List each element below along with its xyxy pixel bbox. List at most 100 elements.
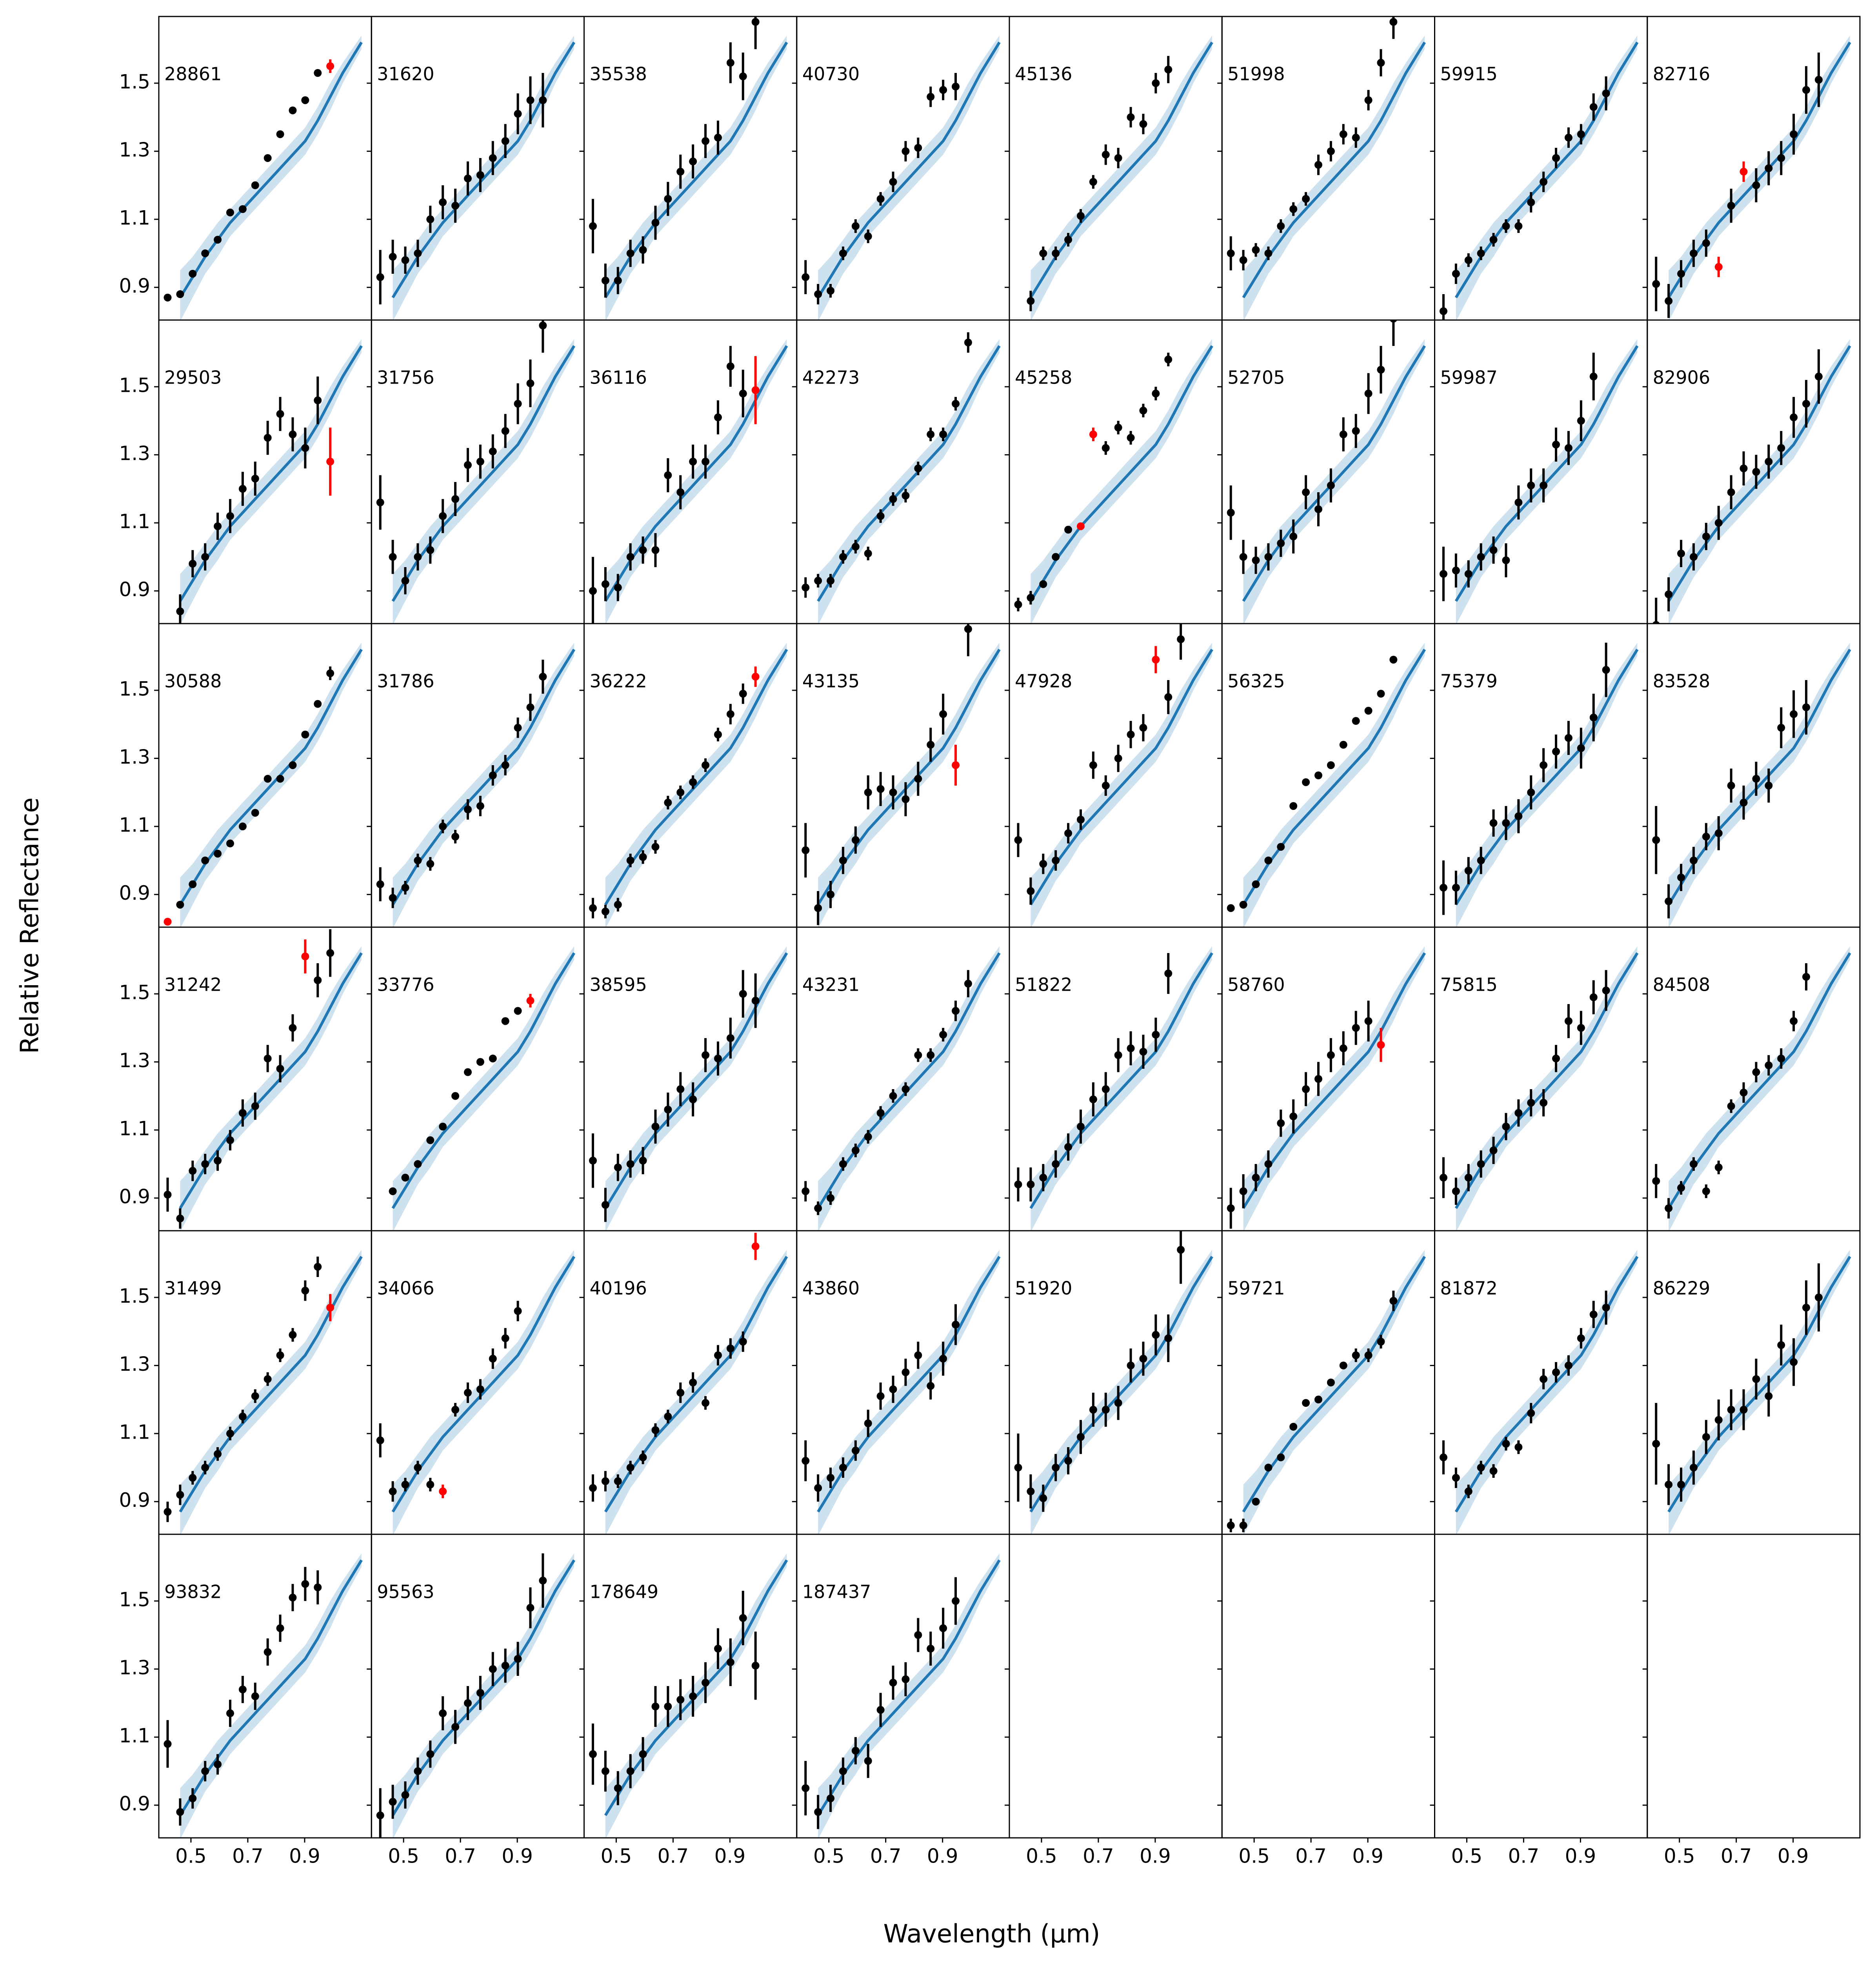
- data-point: [1014, 836, 1022, 844]
- data-point: [739, 389, 747, 398]
- data-point: [601, 277, 609, 285]
- data-point: [1452, 1473, 1460, 1482]
- data-point: [226, 512, 234, 520]
- data-point: [1702, 1433, 1710, 1441]
- data-point: [264, 775, 272, 783]
- data-point: [1489, 236, 1498, 244]
- data-point: [839, 1463, 847, 1472]
- data-point: [939, 1355, 947, 1363]
- data-point: [927, 1051, 935, 1059]
- y-tick-label: 1.1: [119, 207, 150, 229]
- panel-label: 58760: [1227, 974, 1285, 995]
- data-point: [1527, 198, 1535, 206]
- data-point: [439, 512, 447, 520]
- data-point: [1390, 320, 1397, 323]
- data-point: [751, 386, 760, 394]
- x-tick-label: 0.7: [1295, 1845, 1327, 1868]
- data-point: [851, 1446, 860, 1455]
- data-point: [426, 546, 434, 554]
- data-point: [839, 1767, 847, 1775]
- data-point: [902, 491, 910, 500]
- x-tick-label: 0.9: [1778, 1845, 1809, 1868]
- panel-label: 31756: [377, 367, 434, 388]
- data-point: [1127, 434, 1135, 442]
- panel-plot: [1014, 1231, 1213, 1534]
- data-point: [401, 256, 409, 264]
- data-point: [1665, 1204, 1673, 1212]
- data-point: [814, 904, 822, 912]
- data-point: [1564, 1017, 1572, 1025]
- data-point: [802, 273, 810, 281]
- data-point: [1302, 1085, 1310, 1093]
- data-point: [664, 1106, 672, 1114]
- x-tick-label: 0.9: [1140, 1845, 1171, 1868]
- panel-plot: [802, 332, 1001, 624]
- model-line: [817, 1256, 1001, 1513]
- data-point: [1314, 505, 1323, 513]
- data-point: [526, 703, 534, 711]
- data-point: [964, 338, 972, 347]
- data-point: [289, 106, 297, 115]
- y-tick-label: 1.3: [119, 1049, 150, 1072]
- data-point: [201, 856, 209, 864]
- data-point: [1439, 307, 1447, 315]
- data-point: [464, 461, 472, 469]
- data-point: [1252, 556, 1260, 564]
- panel-plot: [164, 929, 363, 1231]
- data-point: [1252, 880, 1260, 888]
- data-point: [439, 1709, 447, 1717]
- panel-label: 59915: [1440, 64, 1498, 85]
- data-point: [301, 444, 309, 452]
- data-point: [401, 1481, 409, 1489]
- data-point: [827, 1794, 835, 1803]
- model-line: [391, 952, 576, 1209]
- data-point: [226, 208, 234, 216]
- data-point: [1076, 815, 1085, 824]
- data-point: [889, 178, 897, 186]
- data-point: [1714, 263, 1723, 271]
- data-point: [1139, 1355, 1147, 1363]
- data-point: [1039, 580, 1047, 588]
- data-point: [314, 1262, 322, 1271]
- data-point: [1314, 161, 1323, 169]
- data-point: [1252, 1497, 1260, 1506]
- data-point: [1452, 269, 1460, 278]
- x-tick-label: 0.9: [927, 1845, 958, 1868]
- data-point: [876, 785, 885, 793]
- data-point: [1352, 1351, 1360, 1359]
- data-point: [827, 890, 835, 899]
- data-point: [464, 175, 472, 183]
- data-point: [864, 788, 872, 797]
- panel-label: 95563: [377, 1581, 434, 1603]
- data-point: [1114, 424, 1122, 432]
- data-point: [951, 1007, 960, 1015]
- data-point: [739, 1337, 747, 1346]
- data-point: [1302, 195, 1310, 203]
- data-point: [264, 434, 272, 442]
- data-point: [189, 560, 197, 568]
- data-point: [1289, 532, 1298, 540]
- data-point: [1064, 236, 1073, 244]
- data-point: [1752, 775, 1760, 783]
- data-point: [289, 761, 297, 769]
- y-tick-label: 0.9: [119, 1792, 150, 1815]
- y-tick-label: 1.3: [119, 1656, 150, 1679]
- data-point: [1152, 655, 1160, 664]
- model-line: [1454, 649, 1639, 906]
- x-tick-label: 0.7: [1508, 1845, 1540, 1868]
- data-point: [751, 673, 760, 681]
- data-point: [914, 775, 922, 783]
- data-point: [1052, 1463, 1060, 1472]
- panel-plot: [1439, 1250, 1639, 1534]
- data-point: [1239, 553, 1247, 561]
- data-point: [1327, 1379, 1335, 1386]
- data-point: [1727, 782, 1735, 790]
- data-point: [1790, 1358, 1798, 1366]
- panel-label: 33776: [377, 974, 434, 995]
- data-point: [714, 730, 722, 739]
- data-point: [1452, 566, 1460, 575]
- data-point: [251, 475, 259, 483]
- data-point: [376, 273, 384, 281]
- data-point: [601, 1201, 609, 1209]
- data-point: [1277, 222, 1285, 230]
